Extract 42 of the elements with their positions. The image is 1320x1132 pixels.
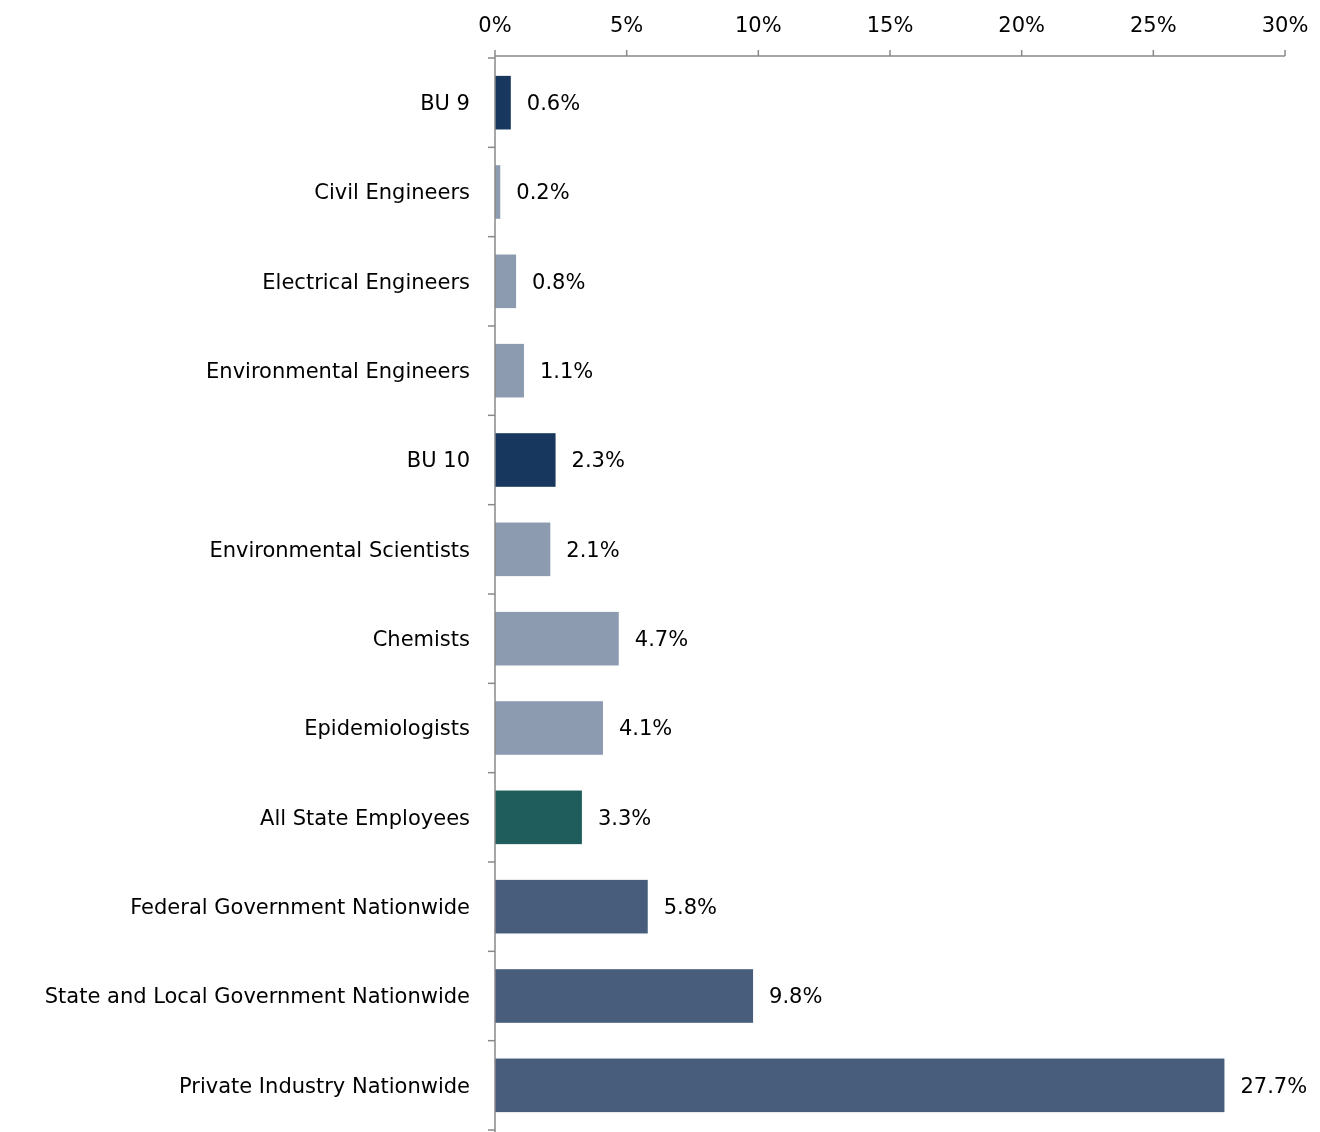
- y-tick-label: Civil Engineers: [314, 180, 470, 205]
- x-tick-label: 10%: [734, 13, 782, 37]
- y-tick-label: Chemists: [372, 627, 470, 652]
- x-tick-label: 5%: [610, 13, 644, 37]
- data-label: 2.3%: [571, 448, 625, 473]
- bar: [495, 1058, 1225, 1113]
- y-tick-label: Federal Government Nationwide: [130, 895, 470, 920]
- data-label: 2.1%: [566, 537, 620, 562]
- bar: [495, 433, 556, 487]
- y-tick-label: Environmental Engineers: [206, 359, 470, 384]
- y-tick-label: Electrical Engineers: [262, 269, 470, 294]
- data-label: 9.8%: [769, 984, 823, 1009]
- data-label: 4.7%: [634, 627, 689, 652]
- data-label: 27.7%: [1240, 1073, 1308, 1098]
- x-tick-label: 30%: [1261, 13, 1309, 37]
- data-label: 0.8%: [532, 269, 586, 294]
- x-tick-label: 0%: [478, 13, 512, 37]
- bar: [495, 969, 754, 1023]
- data-label: 4.1%: [618, 716, 673, 741]
- data-label: 3.3%: [597, 805, 652, 830]
- data-label: 0.6%: [526, 91, 581, 116]
- data-label: 1.1%: [539, 359, 594, 384]
- y-tick-label: BU 9: [420, 91, 470, 116]
- bar: [495, 522, 551, 577]
- x-tick-label: 20%: [998, 13, 1046, 37]
- y-tick-label: State and Local Government Nationwide: [44, 984, 470, 1009]
- bar: [495, 790, 582, 845]
- x-tick-label: 25%: [1129, 13, 1177, 37]
- y-tick-label: All State Employees: [260, 805, 470, 830]
- bar: [495, 343, 524, 398]
- bar: [495, 254, 517, 309]
- bar: [495, 879, 648, 934]
- y-tick-label: BU 10: [406, 448, 470, 473]
- bar: [495, 611, 619, 666]
- data-label: 0.2%: [516, 180, 570, 205]
- y-tick-label: Environmental Scientists: [209, 537, 470, 562]
- data-label: 5.8%: [663, 895, 718, 920]
- bar: [495, 701, 603, 755]
- y-tick-label: Epidemiologists: [304, 716, 470, 741]
- y-tick-label: Private Industry Nationwide: [178, 1073, 470, 1098]
- x-tick-label: 15%: [866, 13, 914, 37]
- bar: [495, 75, 511, 130]
